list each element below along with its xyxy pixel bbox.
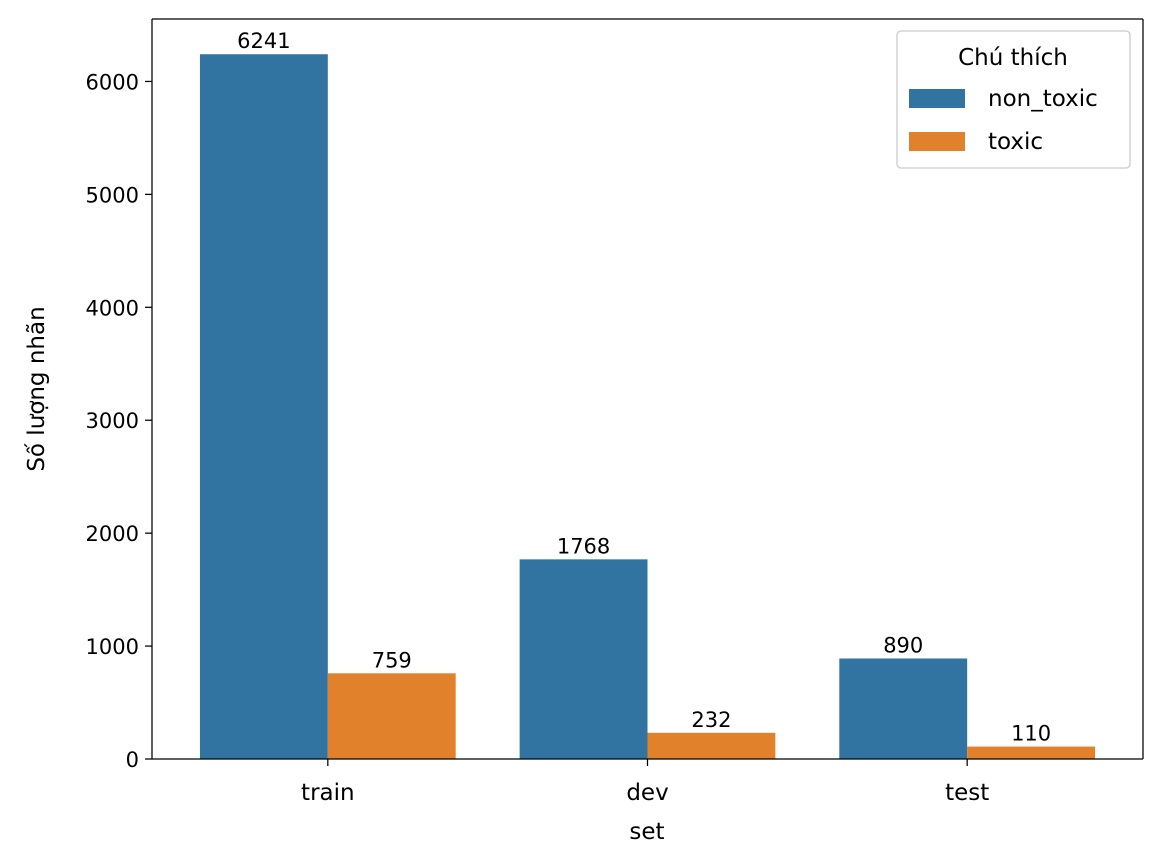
- y-tick-label: 2000: [86, 522, 139, 546]
- bar-value-label-toxic-dev: 232: [691, 708, 731, 732]
- x-axis-label: set: [629, 819, 664, 845]
- legend-title: Chú thích: [958, 45, 1068, 71]
- y-axis-label: Số lượng nhãn: [24, 306, 50, 471]
- bar-value-label-non-toxic-dev: 1768: [557, 534, 610, 558]
- bar-labels-layer: 6241 1768 890 759 232 110: [237, 29, 1051, 745]
- bar-value-label-toxic-test: 110: [1011, 722, 1051, 746]
- bar-value-label-non-toxic-train: 6241: [237, 29, 290, 53]
- y-tick-label: 3000: [86, 409, 139, 433]
- y-tick-label: 5000: [86, 183, 139, 207]
- y-tick-label: 4000: [86, 296, 139, 320]
- bar-non-toxic-dev: [519, 559, 648, 759]
- bar-toxic-dev: [647, 732, 776, 759]
- legend-swatch-non-toxic: [909, 89, 965, 108]
- bar-value-label-non-toxic-test: 890: [883, 633, 923, 657]
- bar-non-toxic-test: [839, 658, 968, 759]
- legend-swatch-toxic: [909, 132, 965, 151]
- legend: Chú thích non_toxic toxic: [896, 30, 1131, 169]
- y-tick-label: 6000: [86, 70, 139, 94]
- bar-toxic-test: [967, 746, 1096, 759]
- bar-value-label-toxic-train: 759: [372, 648, 412, 672]
- y-tick-label: 1000: [86, 635, 139, 659]
- bar-non-toxic-train: [199, 54, 328, 759]
- x-tick-label-test: test: [945, 780, 989, 806]
- legend-label-toxic: toxic: [988, 129, 1043, 155]
- y-axis: 0 1000 2000 3000 4000 5000 6000: [86, 70, 152, 772]
- x-tick-label-train: train: [301, 780, 355, 806]
- x-tick-label-dev: dev: [626, 780, 668, 806]
- legend-label-non-toxic: non_toxic: [988, 86, 1098, 112]
- bars-layer: [199, 54, 1096, 759]
- bar-toxic-train: [327, 673, 456, 759]
- y-tick-label: 0: [126, 748, 139, 772]
- x-axis: train dev test: [301, 759, 989, 806]
